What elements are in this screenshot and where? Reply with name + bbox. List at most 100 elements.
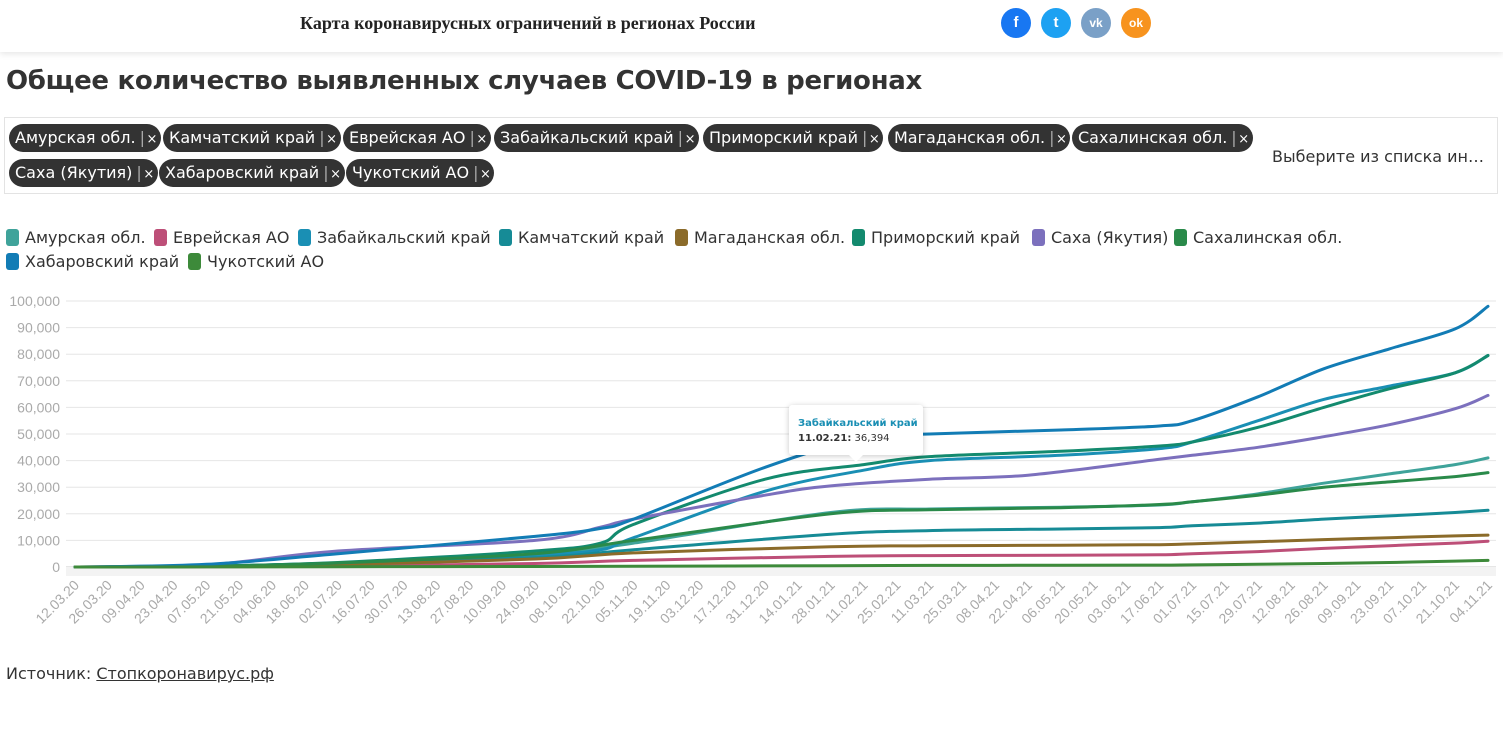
legend-swatch — [188, 253, 201, 270]
chip-separator: | — [319, 128, 325, 147]
y-tick-label: 10,000 — [17, 532, 60, 548]
series-line[interactable] — [73, 558, 1490, 569]
legend-item[interactable]: Еврейская АО — [154, 228, 290, 247]
y-tick-label: 0 — [52, 559, 60, 575]
legend-label: Забайкальский край — [317, 228, 491, 247]
remove-chip-icon[interactable]: × — [684, 132, 696, 147]
remove-chip-icon[interactable]: × — [868, 132, 880, 147]
remove-chip-icon[interactable]: × — [476, 132, 488, 147]
region-chip[interactable]: Магаданская обл. | × — [888, 124, 1071, 152]
region-chip-label: Хабаровский край — [165, 163, 320, 182]
tooltip-arrow — [849, 455, 863, 462]
x-axis-band — [66, 567, 1496, 576]
y-tick-label: 50,000 — [17, 426, 60, 442]
region-chip[interactable]: Хабаровский край | × — [159, 159, 345, 187]
top-bar: Карта коронавирусных ограничений в регио… — [0, 0, 1503, 52]
legend-item[interactable]: Забайкальский край — [298, 228, 491, 247]
remove-chip-icon[interactable]: × — [326, 132, 338, 147]
region-chip[interactable]: Чукотский АО | × — [346, 159, 495, 187]
y-tick-label: 60,000 — [17, 399, 60, 415]
legend-item[interactable]: Чукотский АО — [188, 252, 325, 271]
legend-item[interactable]: Камчатский край — [499, 228, 665, 247]
chart-tooltip: Забайкальский край 11.02.21: 36,394 — [789, 405, 923, 462]
remove-chip-icon[interactable]: × — [330, 167, 342, 182]
legend-label: Сахалинская обл. — [1193, 228, 1343, 247]
series-line[interactable] — [73, 393, 1490, 569]
series-line[interactable] — [73, 533, 1490, 569]
legend-item[interactable]: Хабаровский край — [6, 252, 180, 271]
remove-chip-icon[interactable]: × — [480, 167, 491, 182]
tooltip-series-name: Забайкальский край — [798, 418, 918, 429]
region-chip-label: Приморский край — [709, 128, 858, 147]
legend-item[interactable]: Магаданская обл. — [675, 228, 846, 247]
legend-item[interactable]: Амурская обл. — [6, 228, 146, 247]
region-search-input[interactable]: Выберите из списка ин… — [1272, 147, 1484, 166]
legend-label: Чукотский АО — [207, 252, 325, 271]
chip-separator: | — [1049, 128, 1055, 147]
y-tick-label: 30,000 — [17, 479, 60, 495]
y-tick-label: 100,000 — [9, 293, 60, 309]
chip-separator: | — [323, 163, 329, 182]
chip-separator: | — [136, 163, 142, 182]
legend-swatch — [1174, 229, 1187, 246]
legend-item[interactable]: Приморский край — [852, 228, 1020, 247]
legend-swatch — [154, 229, 167, 246]
region-chip[interactable]: Еврейская АО | × — [343, 124, 491, 152]
legend-item[interactable]: Сахалинская обл. — [1174, 228, 1343, 247]
legend-label: Хабаровский край — [25, 252, 180, 271]
legend-label: Еврейская АО — [173, 228, 290, 247]
region-chip-label: Саха (Якутия) — [15, 163, 133, 182]
legend-label: Камчатский край — [518, 228, 665, 247]
tooltip-value: 11.02.21: 36,394 — [798, 433, 890, 444]
region-chip-label: Забайкальский край — [500, 128, 674, 147]
remove-chip-icon[interactable]: × — [1238, 132, 1250, 147]
region-chip[interactable]: Забайкальский край | × — [494, 124, 700, 152]
chip-separator: | — [1231, 128, 1237, 147]
odnoklassniki-icon[interactable]: ok — [1121, 8, 1151, 38]
legend-label: Магаданская обл. — [694, 228, 846, 247]
remove-chip-icon[interactable]: × — [1056, 132, 1067, 147]
source-label: Источник: — [6, 664, 97, 683]
twitter-icon[interactable]: t — [1041, 8, 1071, 38]
region-chip-label: Амурская обл. — [15, 128, 136, 147]
tooltip-date: 11.02.21: — [798, 433, 852, 444]
remove-chip-icon[interactable]: × — [146, 132, 158, 147]
legend-swatch — [1032, 229, 1045, 246]
vk-icon[interactable]: vk — [1081, 8, 1111, 38]
region-chip-label: Чукотский АО — [352, 163, 470, 182]
region-chip[interactable]: Камчатский край | × — [163, 124, 341, 152]
chip-separator: | — [469, 128, 475, 147]
legend-item[interactable]: Саха (Якутия) — [1032, 228, 1169, 247]
legend-label: Саха (Якутия) — [1051, 228, 1169, 247]
chip-separator: | — [473, 163, 479, 182]
region-chip[interactable]: Саха (Якутия) | × — [9, 159, 158, 187]
legend-label: Приморский край — [871, 228, 1020, 247]
legend-swatch — [6, 229, 19, 246]
region-chip[interactable]: Приморский край | × — [703, 124, 884, 152]
source-line: Источник: Стопкоронавирус.рф — [6, 664, 274, 683]
series-line[interactable] — [73, 304, 1490, 569]
remove-chip-icon[interactable]: × — [143, 167, 155, 182]
series-line[interactable] — [73, 471, 1490, 569]
y-tick-label: 70,000 — [17, 373, 60, 389]
legend-label: Амурская обл. — [25, 228, 146, 247]
region-chip-label: Еврейская АО — [349, 128, 466, 147]
chip-separator: | — [677, 128, 684, 147]
y-tick-label: 80,000 — [17, 346, 60, 362]
y-tick-label: 20,000 — [17, 506, 60, 522]
region-chip[interactable]: Сахалинская обл. | × — [1072, 124, 1253, 152]
facebook-icon[interactable]: f — [1001, 8, 1031, 38]
region-chip-label: Камчатский край — [169, 128, 316, 147]
legend-swatch — [499, 229, 512, 246]
page-title: Общее количество выявленных случаев COVI… — [6, 66, 922, 96]
line-chart: 0 10,000 20,000 30,000 40,000 50,000 60,000 70,… — [9, 293, 1496, 627]
region-chip[interactable]: Амурская обл. | × — [9, 124, 161, 152]
legend-swatch — [6, 253, 19, 270]
legend-swatch — [298, 229, 311, 246]
chip-separator: | — [861, 128, 868, 147]
source-link[interactable]: Стопкоронавирус.рф — [96, 664, 274, 683]
region-chip-label: Магаданская обл. — [894, 128, 1046, 147]
y-tick-label: 90,000 — [17, 320, 60, 336]
site-title[interactable]: Карта коронавирусных ограничений в регио… — [300, 13, 756, 33]
legend-swatch — [675, 229, 688, 246]
